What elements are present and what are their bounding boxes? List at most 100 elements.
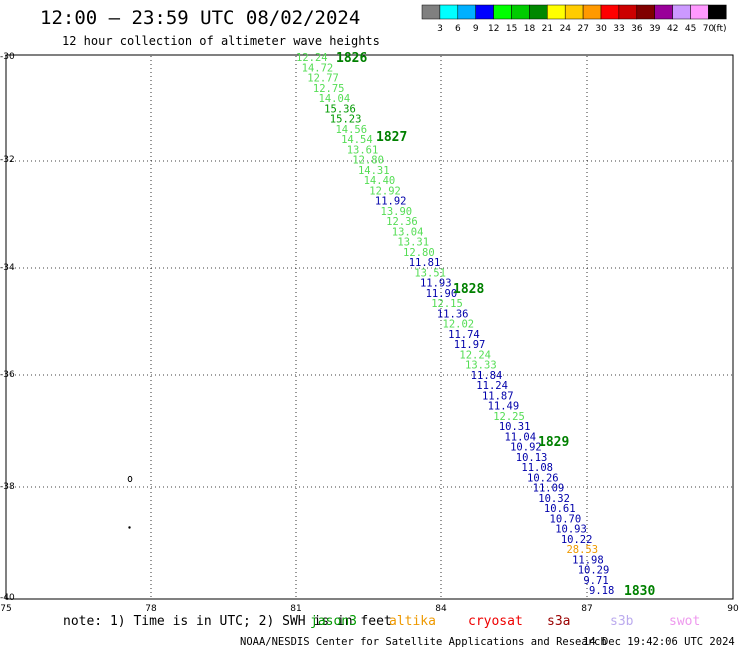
colorbar-label: 42 [667,24,678,34]
footer-note: note: 1) Time is in UTC; 2) SWH is in fe… [63,614,392,629]
satellite-legend-entry: cryosat [468,614,523,629]
wave-height-value: 14.40 [364,175,396,187]
latitude-tick: -40 [0,593,15,603]
colorbar-label: 9 [473,24,479,34]
colorbar-swatch [636,4,655,20]
colorbar-swatch [708,4,727,20]
wave-height-value: 11.09 [533,483,565,495]
colorbar-swatch [654,4,673,20]
wave-height-value: 10.13 [516,452,548,464]
wave-height-value: 10.70 [550,513,582,525]
wave-height-value: 12.24 [459,349,491,361]
wave-height-value: 14.54 [341,134,373,146]
latitude-tick: -34 [0,263,15,273]
wave-height-value: 13.31 [397,237,429,249]
colorbar-label: 27 [577,24,588,34]
colorbar-label: 36 [631,24,643,34]
colorbar-swatch [564,4,584,20]
wave-height-value: 12.80 [352,155,384,167]
wave-height-value: 10.92 [510,442,542,454]
wave-height-value: 10.32 [538,493,570,505]
satellite-legend-entry: s3a [547,614,570,629]
colorbar-label: 24 [560,24,572,34]
longitude-tick: 90 [727,604,739,614]
colorbar-swatch [618,4,638,20]
wave-height-value: 13.51 [414,267,446,279]
wave-height-value: 12.36 [386,216,418,228]
wave-height-value: 15.23 [330,114,362,126]
wave-height-value: 12.02 [443,319,475,331]
map-grid [7,56,732,598]
latitude-tick: -32 [0,155,15,165]
satellite-legend-entry: s3b [610,614,634,629]
wave-height-value: 12.92 [369,185,401,197]
wave-height-value: 10.61 [544,503,576,515]
colorbar-swatch [547,4,566,20]
wave-height-value: 11.92 [375,196,407,208]
colorbar-label: 12 [488,24,499,34]
wave-height-value: 10.31 [499,421,531,433]
colorbar-label: 15 [506,24,517,34]
wave-height-value: 11.08 [521,462,553,474]
footer-timestamp: 14 Dec 19:42:06 UTC 2024 [583,636,735,648]
wave-height-value: 12.77 [307,73,339,85]
colorbar-label: 18 [524,24,536,34]
wave-height-value: 11.36 [437,308,469,320]
latitude-tick-labels: -30 -32 -34 -36 -38 -40 [0,52,15,603]
wave-height-value: 28.53 [566,544,598,556]
wave-height-value: 13.90 [381,206,413,218]
wave-height-value: 14.56 [335,124,367,136]
wave-height-value: 10.93 [555,524,587,536]
wave-height-value: 12.24 [296,52,328,64]
longitude-tick: 87 [581,604,592,614]
satellite-legend-entry: altika [389,614,436,629]
colorbar-swatch [511,4,530,20]
colorbar-label: 3 [437,24,443,34]
wave-height-value: 14.72 [302,62,334,74]
colorbar-swatch [439,4,459,20]
wave-height-value: 9.71 [583,575,608,587]
wave-height-value: 10.26 [527,472,559,484]
wave-height-track: 12.2414.7212.7712.7514.0415.3615.2314.56… [296,52,614,597]
wave-height-value: 11.24 [476,380,508,392]
colorbar-label: 70 [703,24,715,34]
longitude-tick: 81 [290,604,301,614]
colorbar-label: 21 [542,24,553,34]
page-title: 12:00 – 23:59 UTC 08/02/2024 [40,7,360,29]
wave-height-value: 13.61 [347,144,379,156]
hour-label: 1827 [376,130,407,145]
wave-height-value: 13.33 [465,360,497,372]
map-frame [5,54,734,600]
colorbar-unit: (ft) [713,24,727,34]
hour-label: 1830 [624,584,655,599]
wave-height-value: 11.84 [471,370,503,382]
wave-height-value: 12.25 [493,411,525,423]
footer-credit: NOAA/NESDIS Center for Satellite Applica… [240,636,607,648]
wave-height-value: 10.29 [578,565,610,577]
wave-height-value: 9.18 [589,585,614,597]
satellite-legend: jason3 altika cryosat s3a s3b swot [310,614,700,629]
colorbar-swatch [421,4,441,20]
wave-height-value: 11.98 [572,554,604,566]
colorbar-swatch [600,4,620,20]
latitude-tick: -36 [0,370,15,380]
colorbar-label: 6 [455,24,461,34]
page-subtitle: 12 hour collection of altimeter wave hei… [62,34,380,48]
colorbar-swatch [529,4,548,20]
wave-height-value: 15.36 [324,103,356,115]
wave-height-value: 11.87 [482,390,514,402]
colorbar-swatch [475,4,494,20]
longitude-tick: 75 [0,604,11,614]
colorbar-label: 45 [685,24,696,34]
satellite-legend-entry: swot [669,614,700,629]
wave-height-value: 12.15 [431,298,463,310]
wave-height-value: 11.74 [448,329,480,341]
colorbar-swatch [457,4,476,20]
colorbar-label: 39 [649,24,661,34]
wave-height-value: 11.93 [420,278,452,290]
hour-label: 1828 [453,282,484,297]
wave-height-value: 11.49 [488,401,520,413]
wave-height-value: 14.04 [319,93,351,105]
